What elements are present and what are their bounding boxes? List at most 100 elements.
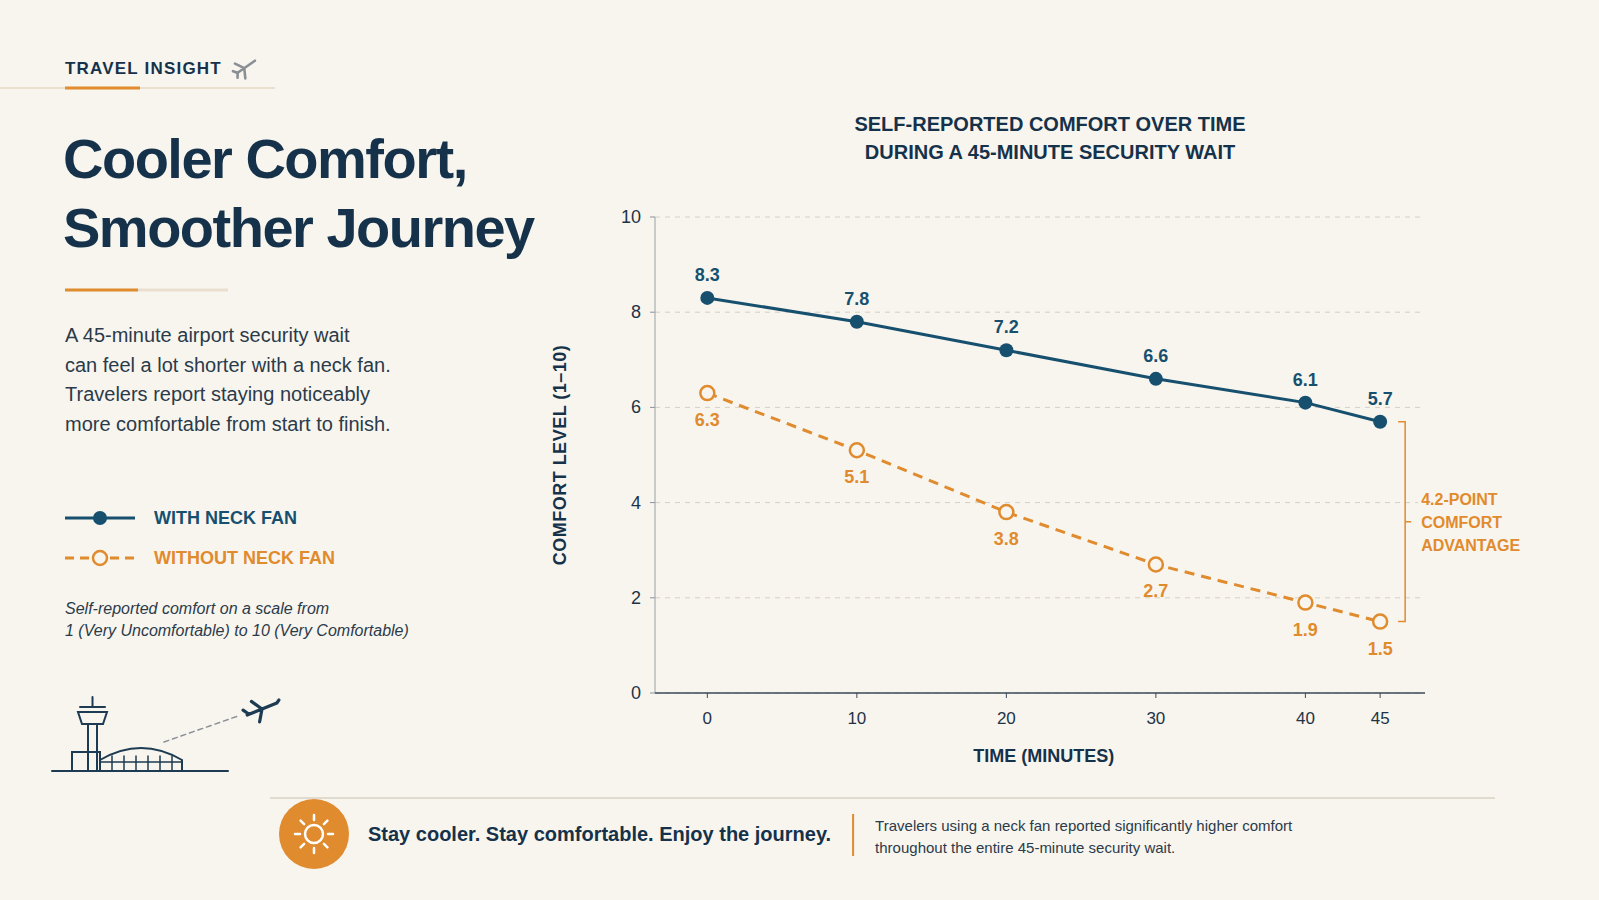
y-tick-mark: [650, 217, 655, 218]
chart-title-line: SELF-REPORTED COMFORT OVER TIME: [854, 113, 1245, 135]
x-tick-mark: [1006, 693, 1007, 698]
main-title: Smoother Journey: [63, 196, 535, 259]
annotation-line: 4.2-POINT: [1421, 491, 1498, 508]
y-tick-label: 2: [631, 588, 641, 608]
y-tick-label: 6: [631, 397, 641, 417]
x-tick-mark: [1380, 693, 1381, 698]
x-axis-title: TIME (MINUTES): [973, 746, 1114, 766]
plane-shape: [230, 53, 260, 82]
terminal-window: [171, 756, 173, 771]
data-point: [1373, 615, 1387, 629]
sun-icon: [295, 815, 333, 853]
x-tick-label: 40: [1296, 709, 1315, 728]
y-axis-title: COMFORT LEVEL (1–10): [550, 345, 570, 566]
data-label: 7.8: [844, 289, 869, 309]
data-label: 6.6: [1143, 346, 1168, 366]
legend-marker: [93, 511, 107, 525]
sun-ray: [324, 844, 328, 848]
legend-entry: WITH NECK FAN: [65, 508, 297, 528]
x-tick-label: 0: [703, 709, 712, 728]
data-point: [999, 505, 1013, 519]
y-tick-mark: [650, 693, 655, 694]
terminal-window: [159, 756, 161, 771]
data-label: 1.9: [1293, 620, 1318, 640]
x-tick-mark: [1305, 693, 1306, 698]
x-axis-line: [655, 692, 1425, 694]
title-rule-orange: [65, 289, 138, 292]
x-tick-label: 10: [847, 709, 866, 728]
y-tick-mark: [650, 407, 655, 408]
y-grid-line: [655, 217, 1425, 218]
data-label: 3.8: [994, 529, 1019, 549]
kicker-rule: [0, 87, 275, 89]
kicker-accent: [65, 87, 140, 90]
sun-badge: [279, 799, 349, 869]
tower-antenna: [92, 697, 94, 707]
series-line: [707, 298, 1380, 422]
data-point: [700, 386, 714, 400]
data-label: 6.3: [695, 410, 720, 430]
legend-marker: [93, 551, 107, 565]
y-tick-label: 4: [631, 493, 641, 513]
annotation-line: COMFORT: [1421, 514, 1502, 531]
terminal-band: [100, 761, 182, 763]
footnote: throughout the entire 45-minute security…: [875, 839, 1175, 856]
data-point: [1298, 596, 1312, 610]
terminal-window: [135, 756, 137, 771]
legend-label: WITHOUT NECK FAN: [154, 548, 335, 568]
y-tick-mark: [650, 312, 655, 313]
chart-title: SELF-REPORTED COMFORT OVER TIME DURING A …: [854, 113, 1245, 163]
data-label: 6.1: [1293, 370, 1318, 390]
y-tick-mark: [650, 502, 655, 503]
plot-marks: [700, 291, 1387, 629]
sun-ray: [301, 821, 305, 825]
sun-ray: [313, 848, 316, 853]
terminal-base: [72, 752, 100, 771]
intro-text: Travelers report staying noticeably: [65, 383, 370, 405]
title-rule-beige: [138, 289, 228, 292]
footer-rule: [270, 797, 1495, 799]
legend-label: WITH NECK FAN: [154, 508, 297, 528]
data-label: 1.5: [1368, 639, 1393, 659]
data-label: 2.7: [1143, 581, 1168, 601]
annotation-background: [1418, 489, 1523, 556]
x-tick-mark: [707, 693, 708, 698]
main-title: Cooler Comfort,: [63, 127, 467, 190]
terminal-window: [111, 756, 113, 771]
y-grid-line: [655, 312, 1425, 313]
sun-ray: [301, 844, 305, 848]
annotation-line: ADVANTAGE: [1421, 537, 1520, 554]
annotation-bracket: [1398, 422, 1411, 622]
x-tick-label: 20: [997, 709, 1016, 728]
data-point: [1149, 372, 1163, 386]
tower-cab: [78, 712, 107, 724]
data-label: 8.3: [695, 265, 720, 285]
y-tick-mark: [650, 597, 655, 598]
terminal-window: [123, 756, 125, 771]
data-labels: 8.37.87.26.66.15.76.35.13.82.71.91.5: [695, 265, 1393, 659]
legend-entry: WITHOUT NECK FAN: [65, 548, 335, 568]
x-tick-label: 45: [1371, 709, 1390, 728]
data-point: [999, 343, 1013, 357]
footer-divider: [852, 814, 854, 856]
background: [0, 0, 1599, 900]
intro-text: can feel a lot shorter with a neck fan.: [65, 354, 391, 376]
terminal-window: [147, 756, 149, 771]
y-grid-line: [655, 693, 1425, 694]
sun-ray: [295, 833, 300, 836]
flight-path: [164, 716, 238, 742]
data-label: 7.2: [994, 317, 1019, 337]
kicker-plane-icon: [230, 53, 260, 82]
footnote: Travelers using a neck fan reported sign…: [875, 817, 1293, 834]
sun-ray: [313, 815, 316, 820]
data-label: 5.1: [844, 467, 869, 487]
sun-core: [305, 825, 323, 843]
data-point: [850, 443, 864, 457]
chart-title-line: DURING A 45-MINUTE SECURITY WAIT: [865, 141, 1235, 163]
page: TRAVEL INSIGHTCooler Comfort,Smoother Jo…: [0, 0, 1599, 900]
y-tick-label: 10: [621, 207, 641, 227]
data-point: [850, 315, 864, 329]
scale-note: Self-reported comfort on a scale from: [65, 600, 329, 617]
scale-note: 1 (Very Uncomfortable) to 10 (Very Comfo…: [65, 622, 409, 639]
data-point: [1298, 396, 1312, 410]
